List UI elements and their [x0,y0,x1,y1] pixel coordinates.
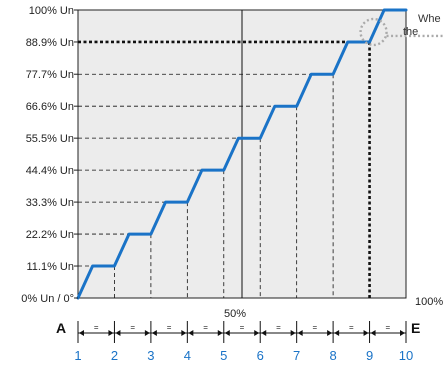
step-series-line [76,8,408,300]
midline-label: 50% [224,308,246,320]
end-label-E: E [411,320,420,336]
y-tick-label: 11.1% Un [27,261,75,273]
interval-arrow-right [254,330,260,336]
interval-arrow-right [363,330,369,336]
interval-equal-marker: = [203,323,208,332]
interval-equal-marker: = [94,323,99,332]
y-tick-label: 44.4% Un [26,165,74,177]
x-tick-label: 5 [220,348,227,363]
y-tick-label: 100% Un [29,5,74,17]
interval-arrow-left [224,330,230,336]
y-tick-label: 66.6% Un [26,101,74,113]
start-label-A: A [56,320,66,336]
interval-arrow-right [108,330,114,336]
y-tick-label: 77.7% Un [26,69,74,81]
x-tick-label: 2 [111,348,118,363]
interval-equal-marker: = [276,323,281,332]
interval-arrow-right [144,330,150,336]
interval-arrow-left [261,330,267,336]
x-tick-label: 10 [399,348,413,363]
x-tick-label: 1 [74,348,81,363]
interval-arrow-right [400,330,405,336]
interval-arrow-left [334,330,340,336]
y-tick-label: 55.5% Un [26,133,74,145]
interval-arrow-left [188,330,194,336]
interval-arrow-left [115,330,121,336]
x-tick-label: 3 [147,348,154,363]
y-tick-label: 33.3% Un [26,197,74,209]
interval-arrow-left [297,330,303,336]
interval-arrow-right [327,330,333,336]
interval-arrow-right [181,330,187,336]
interval-equal-marker: = [130,323,135,332]
annotation-line-1: Whe [418,13,441,25]
x-tick-label: 9 [366,348,373,363]
x-tick-label: 4 [184,348,191,363]
interval-arrow-left [370,330,376,336]
y-tick-label: 22.2% Un [26,229,74,241]
interval-equal-marker: = [240,323,245,332]
interval-arrow-right [290,330,296,336]
annotation-line-2: the [403,26,418,38]
y-tick-label: 0% Un / 0° [21,293,74,305]
interval-equal-marker: = [349,323,354,332]
interval-equal-marker: = [313,323,318,332]
interval-arrow-right [217,330,223,336]
x-tick-label: 7 [293,348,300,363]
interval-equal-marker: = [167,323,172,332]
interval-arrow-left [151,330,157,336]
interval-arrow-left [79,330,84,336]
y-tick-label: 88.9% Un [26,37,74,49]
interval-equal-marker: = [385,323,390,332]
right-percent-label: 100% [415,296,443,308]
highlight-circle [359,17,388,47]
x-tick-label: 6 [257,348,264,363]
x-tick-label: 8 [329,348,336,363]
